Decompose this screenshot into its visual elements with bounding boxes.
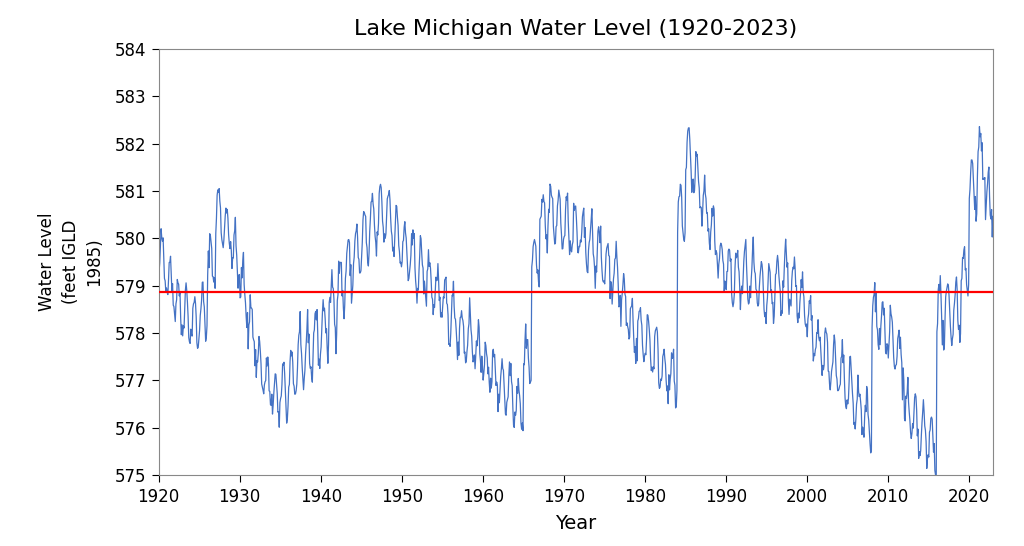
Y-axis label: Water Level
(feet IGLD
1985): Water Level (feet IGLD 1985) [38,213,103,311]
Title: Lake Michigan Water Level (1920-2023): Lake Michigan Water Level (1920-2023) [354,19,798,39]
X-axis label: Year: Year [555,514,597,533]
